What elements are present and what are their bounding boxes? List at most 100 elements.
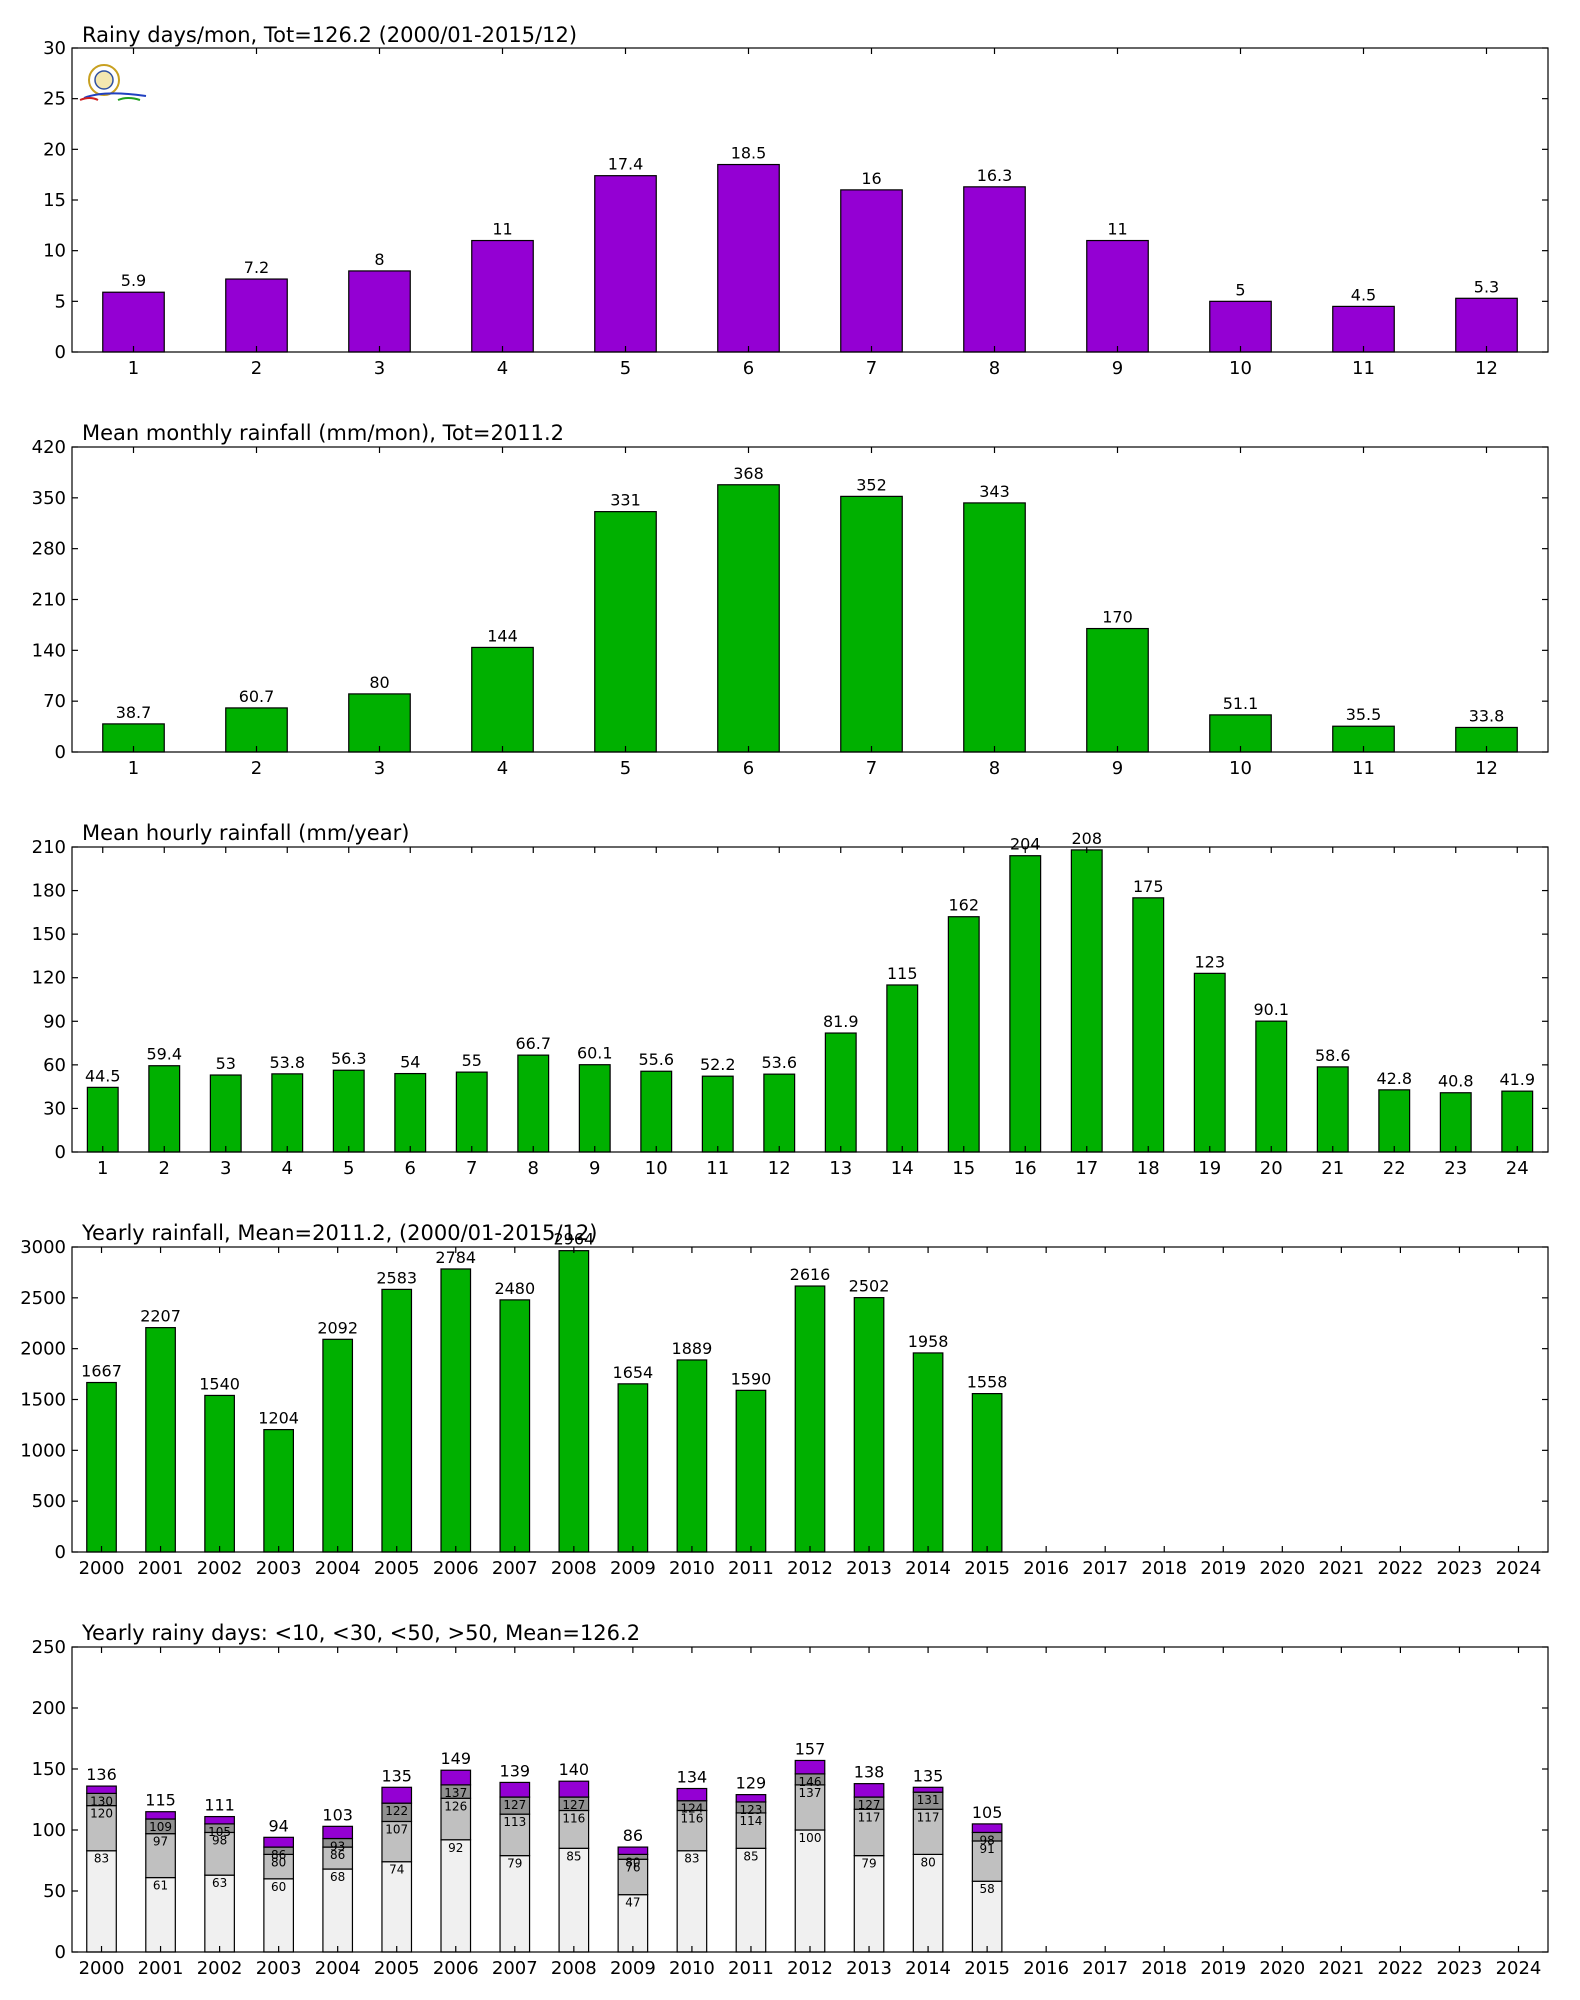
stack-segment-2001-4 bbox=[145, 1811, 176, 1820]
stack-segment-2013-4 bbox=[853, 1783, 885, 1798]
y-tick-label: 210 bbox=[32, 590, 66, 611]
stack-segment-2010-2 bbox=[676, 1809, 708, 1852]
x-tick-label: 2021 bbox=[1318, 1558, 1364, 1579]
x-tick-label: 11 bbox=[1352, 358, 1375, 379]
x-tick-label: 24 bbox=[1506, 1158, 1529, 1179]
lab-logo-icon bbox=[79, 64, 147, 101]
x-tick-label: 3 bbox=[374, 758, 385, 779]
x-tick-label: 2006 bbox=[433, 1958, 479, 1979]
bar-value-label: 1204 bbox=[258, 1409, 299, 1428]
x-tick-label: 2009 bbox=[610, 1558, 656, 1579]
bar-value-label: 1590 bbox=[731, 1369, 772, 1388]
y-tick-label: 500 bbox=[32, 1491, 66, 1512]
y-tick-label: 250 bbox=[32, 1637, 66, 1658]
bar-2003 bbox=[263, 1428, 295, 1553]
total-value-label: 149 bbox=[440, 1749, 471, 1768]
bar-10 bbox=[1209, 300, 1272, 353]
chart-4: Yearly rainfall, Mean=2011.2, (2000/01-2… bbox=[20, 1221, 1549, 1579]
segment-value-label: 116 bbox=[562, 1811, 585, 1825]
stack-segment-2001-1 bbox=[145, 1876, 176, 1953]
bar-1 bbox=[86, 1086, 119, 1153]
x-tick-label: 3 bbox=[374, 358, 385, 379]
segment-value-label: 97 bbox=[153, 1835, 168, 1849]
bar-9 bbox=[1086, 627, 1149, 753]
bar-2001 bbox=[145, 1327, 176, 1553]
stack-segment-2003-2 bbox=[263, 1853, 295, 1880]
bar-value-label: 38.7 bbox=[116, 703, 152, 722]
y-tick-label: 200 bbox=[32, 1698, 66, 1719]
chart-2: Mean monthly rainfall (mm/mon), Tot=2011… bbox=[32, 421, 1549, 779]
segment-value-label: 131 bbox=[917, 1793, 940, 1807]
x-tick-label: 11 bbox=[706, 1158, 729, 1179]
segment-value-label: 117 bbox=[858, 1810, 881, 1824]
y-tick-label: 0 bbox=[55, 1542, 66, 1563]
segment-value-label: 98 bbox=[979, 1833, 994, 1847]
bar-value-label: 16 bbox=[861, 169, 881, 188]
x-tick-label: 12 bbox=[768, 1158, 791, 1179]
bar-5 bbox=[332, 1069, 365, 1153]
bar-3 bbox=[348, 270, 411, 353]
y-tick-label: 150 bbox=[32, 924, 66, 945]
bar-value-label: 60.7 bbox=[239, 687, 275, 706]
stack-segment-2005-2 bbox=[381, 1820, 413, 1863]
bar-value-label: 204 bbox=[1010, 835, 1041, 854]
y-tick-label: 0 bbox=[55, 1942, 66, 1963]
bar-value-label: 53 bbox=[216, 1054, 236, 1073]
stack-segment-2006-2 bbox=[440, 1797, 472, 1841]
x-tick-label: 5 bbox=[620, 758, 631, 779]
y-tick-label: 1500 bbox=[20, 1390, 66, 1411]
bar-value-label: 55 bbox=[462, 1051, 482, 1070]
bar-20 bbox=[1255, 1020, 1288, 1153]
total-value-label: 115 bbox=[145, 1791, 176, 1810]
segment-value-label: 83 bbox=[94, 1852, 109, 1866]
y-tick-label: 0 bbox=[55, 742, 66, 763]
x-tick-label: 2008 bbox=[551, 1558, 597, 1579]
y-tick-label: 2000 bbox=[20, 1339, 66, 1360]
bar-7 bbox=[840, 495, 903, 753]
x-tick-label: 7 bbox=[866, 358, 877, 379]
bar-2011 bbox=[735, 1389, 767, 1553]
y-tick-label: 25 bbox=[43, 89, 66, 110]
x-tick-label: 7 bbox=[866, 758, 877, 779]
bar-value-label: 1889 bbox=[672, 1339, 713, 1358]
segment-value-label: 127 bbox=[562, 1798, 585, 1812]
x-tick-label: 2018 bbox=[1141, 1558, 1187, 1579]
x-tick-label: 2011 bbox=[728, 1558, 774, 1579]
stack-segment-2011-4 bbox=[735, 1794, 767, 1803]
segment-value-label: 47 bbox=[625, 1896, 640, 1910]
stack-segment-2005-4 bbox=[381, 1786, 413, 1804]
bar-value-label: 115 bbox=[887, 964, 918, 983]
bar-value-label: 8 bbox=[374, 250, 384, 269]
y-tick-label: 5 bbox=[55, 291, 66, 312]
bar-14 bbox=[886, 984, 919, 1153]
stack-segment-2013-2 bbox=[853, 1808, 885, 1857]
x-tick-label: 18 bbox=[1137, 1158, 1160, 1179]
x-tick-label: 2014 bbox=[905, 1958, 951, 1979]
y-tick-label: 2500 bbox=[20, 1288, 66, 1309]
stack-segment-2012-4 bbox=[794, 1759, 826, 1775]
y-tick-label: 3000 bbox=[20, 1237, 66, 1258]
bar-8 bbox=[963, 502, 1026, 753]
x-tick-label: 12 bbox=[1475, 358, 1498, 379]
x-tick-label: 2015 bbox=[964, 1958, 1010, 1979]
x-tick-label: 2 bbox=[251, 758, 262, 779]
bar-value-label: 58.6 bbox=[1315, 1046, 1351, 1065]
bar-2 bbox=[225, 278, 288, 353]
x-tick-label: 2 bbox=[159, 1158, 170, 1179]
bar-2014 bbox=[912, 1352, 944, 1553]
x-tick-label: 2005 bbox=[374, 1558, 420, 1579]
x-tick-label: 2012 bbox=[787, 1558, 833, 1579]
y-tick-label: 0 bbox=[55, 342, 66, 363]
segment-value-label: 130 bbox=[90, 1794, 113, 1808]
segment-value-label: 86 bbox=[271, 1848, 286, 1862]
bar-value-label: 2784 bbox=[435, 1248, 476, 1267]
stack-segment-2015-1 bbox=[971, 1880, 1003, 1953]
segment-value-label: 68 bbox=[330, 1870, 345, 1884]
bar-value-label: 52.2 bbox=[700, 1055, 736, 1074]
x-tick-label: 2019 bbox=[1200, 1558, 1246, 1579]
y-tick-label: 100 bbox=[32, 1820, 66, 1841]
stack-segment-2012-2 bbox=[794, 1784, 826, 1831]
bar-value-label: 53.8 bbox=[269, 1053, 305, 1072]
x-tick-label: 9 bbox=[589, 1158, 600, 1179]
